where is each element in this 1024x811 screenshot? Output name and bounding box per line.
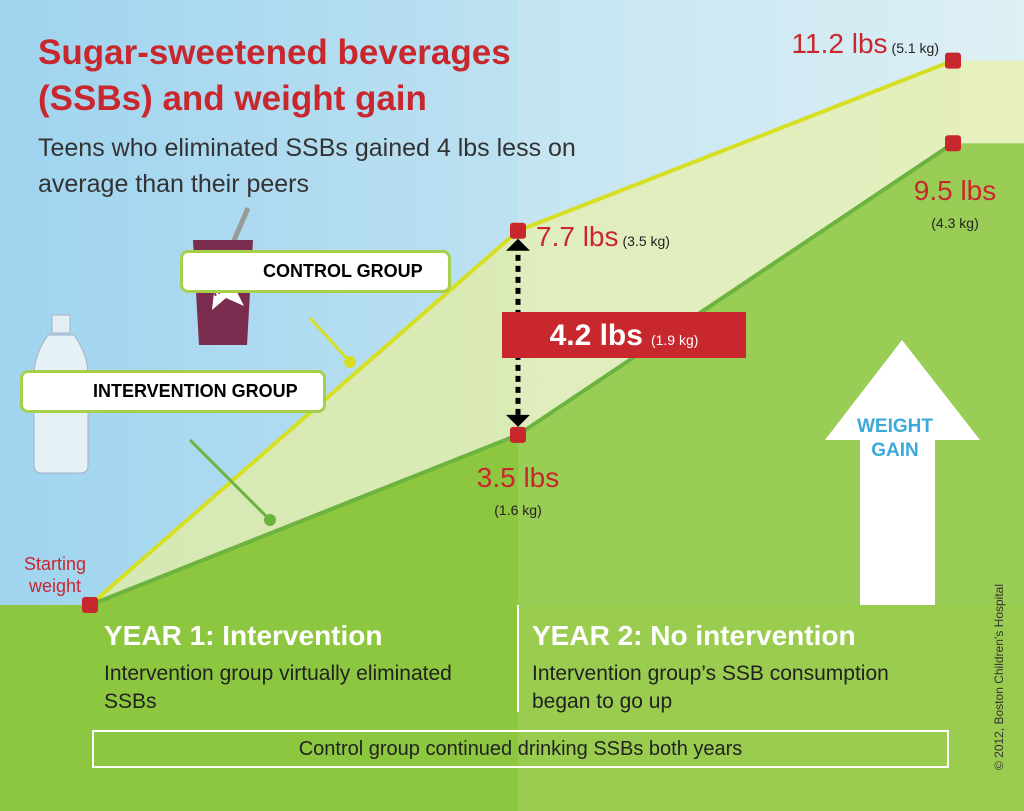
point <box>510 222 526 239</box>
value-kg: (1.6 kg) <box>494 502 541 518</box>
year2: YEAR 2: No intervention Intervention grou… <box>532 620 892 716</box>
callout-pointer <box>188 438 272 522</box>
value-kg: (5.1 kg) <box>892 40 939 56</box>
difference-label: 4.2 lbs (1.9 kg) <box>550 319 699 352</box>
value-lbs: 7.7 lbs <box>536 221 619 252</box>
arrow-label: WEIGHT GAIN <box>857 416 933 461</box>
point <box>945 52 961 69</box>
value-kg: (4.3 kg) <box>931 215 978 231</box>
intervention-area <box>90 143 1024 606</box>
arrow-head <box>506 238 530 251</box>
credit: © 2012, Boston Children’s Hospital <box>992 583 1006 771</box>
subtitle: Teens who eliminated SSBs gained 4 lbs l… <box>38 134 576 198</box>
value-kg: (3.5 kg) <box>623 233 670 249</box>
ground-right <box>518 605 1024 811</box>
arrow-head <box>506 414 530 427</box>
callout-pointer-head <box>344 356 356 368</box>
value-label: 11.2 lbs (5.1 kg) <box>792 28 939 59</box>
callout-pointer <box>308 316 352 364</box>
value-lbs: 3.5 lbs <box>477 462 560 493</box>
year-text: Intervention group’s SSB consumption beg… <box>532 662 889 713</box>
year-text: Intervention group virtually eliminated … <box>104 662 452 713</box>
value-lbs: 11.2 lbs <box>792 28 888 59</box>
difference-kg: (1.9 kg) <box>651 332 698 348</box>
year-heading: YEAR 2: No intervention <box>532 620 856 651</box>
point <box>510 426 526 443</box>
right-shade <box>518 0 1024 605</box>
year-heading: YEAR 1: Intervention <box>104 620 383 651</box>
control-callout: CONTROL GROUP <box>180 250 451 293</box>
point <box>82 597 98 613</box>
value-lbs: 9.5 lbs <box>914 175 997 206</box>
weight-arrow <box>825 340 980 605</box>
footer: Control group continued drinking SSBs bo… <box>92 730 949 768</box>
value-label: 7.7 lbs (3.5 kg) <box>536 221 670 252</box>
difference-lbs: 4.2 lbs <box>550 319 643 352</box>
callout-pointer-head <box>264 514 276 526</box>
category-label: Starting weight <box>24 554 86 596</box>
difference-box <box>502 312 746 358</box>
intervention-callout: INTERVENTION GROUP <box>20 370 326 413</box>
point <box>945 135 961 152</box>
year1: YEAR 1: Intervention Intervention group v… <box>104 620 464 716</box>
title: Sugar-sweetened beverages (SSBs) and wei… <box>38 33 511 118</box>
